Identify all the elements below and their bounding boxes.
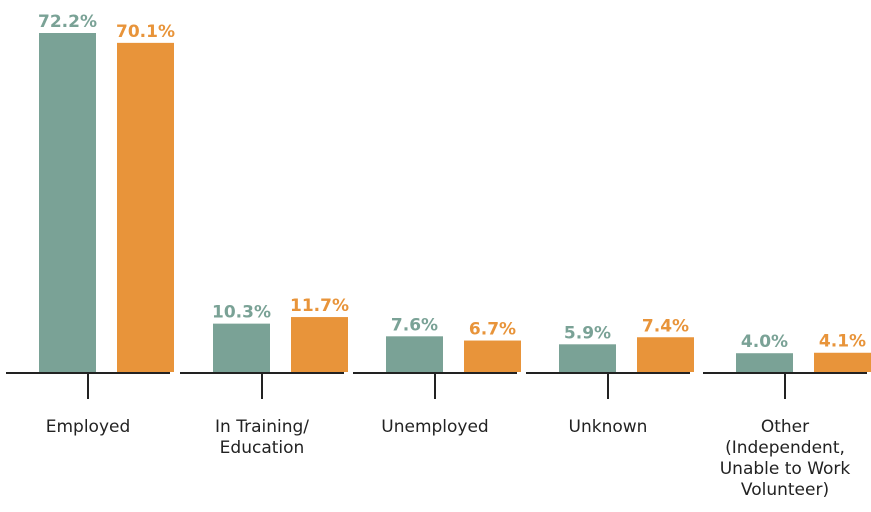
category-label-0: Employed — [46, 417, 131, 437]
category-label-2: Unemployed — [381, 417, 488, 437]
x-axis — [6, 372, 867, 399]
value-label-series-b-0: 70.1% — [116, 22, 175, 42]
value-label-series-b-4: 4.1% — [819, 332, 866, 352]
bar-series-a-1 — [213, 323, 270, 372]
bar-series-a-2 — [386, 336, 443, 372]
bar-series-a-3 — [559, 344, 616, 372]
value-label-series-a-3: 5.9% — [564, 323, 611, 343]
category-label-3: Unknown — [569, 417, 648, 437]
bar-series-b-1 — [291, 317, 348, 372]
bar-series-b-0 — [117, 42, 174, 373]
value-labels-layer: 72.2% 70.1% 10.3% 11.7% 7.6% 6.7% 5.9% 7.4% 4.0%… — [38, 12, 866, 352]
value-label-series-a-4: 4.0% — [741, 332, 788, 352]
value-label-series-b-3: 7.4% — [642, 316, 689, 336]
bar-series-b-2 — [464, 340, 521, 372]
bar-series-b-3 — [637, 337, 694, 372]
bars-layer — [39, 33, 871, 373]
category-label-4: Other (Independent, Unable to Work Voluntee… — [720, 417, 851, 500]
value-label-series-a-0: 72.2% — [38, 12, 97, 32]
value-label-series-a-2: 7.6% — [391, 315, 438, 335]
category-label-1: In Training/Education — [215, 417, 309, 458]
bar-series-b-4 — [814, 352, 871, 372]
value-label-series-b-2: 6.7% — [469, 320, 516, 340]
bar-series-a-4 — [736, 353, 793, 372]
value-label-series-a-1: 10.3% — [212, 303, 271, 323]
bar-series-a-0 — [39, 33, 96, 372]
value-label-series-b-1: 11.7% — [290, 296, 349, 316]
category-labels-layer: Employed In Training/Education Unemployed U… — [46, 417, 851, 500]
